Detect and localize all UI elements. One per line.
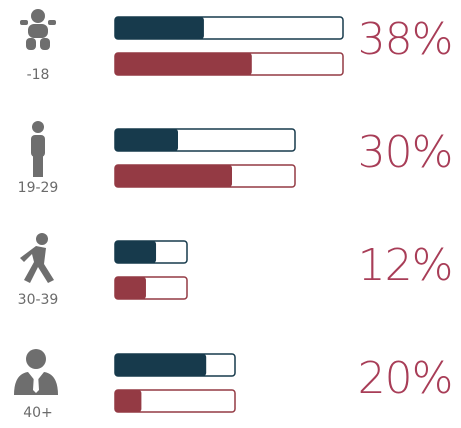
icon-baby xyxy=(20,9,56,50)
icon-businessman xyxy=(14,349,58,395)
category-label: -18 xyxy=(27,67,50,83)
bar-fill xyxy=(115,17,204,39)
percent-label: 30% xyxy=(358,127,453,178)
bar-fill xyxy=(115,129,178,151)
percent-label: 12% xyxy=(358,240,453,291)
bar-fill xyxy=(115,53,252,75)
bar-fill xyxy=(115,354,207,376)
icon-person xyxy=(31,121,45,177)
category-label: 30-39 xyxy=(18,292,59,308)
bar-fill xyxy=(115,165,232,187)
category-label: 40+ xyxy=(23,405,53,421)
bar-fill xyxy=(115,390,142,412)
bar-fill xyxy=(115,277,146,299)
percent-label: 38% xyxy=(358,14,453,65)
category-label: 19-29 xyxy=(18,180,59,196)
percent-label: 20% xyxy=(358,353,453,404)
icon-walker xyxy=(20,233,54,283)
bar-fill xyxy=(115,241,157,263)
